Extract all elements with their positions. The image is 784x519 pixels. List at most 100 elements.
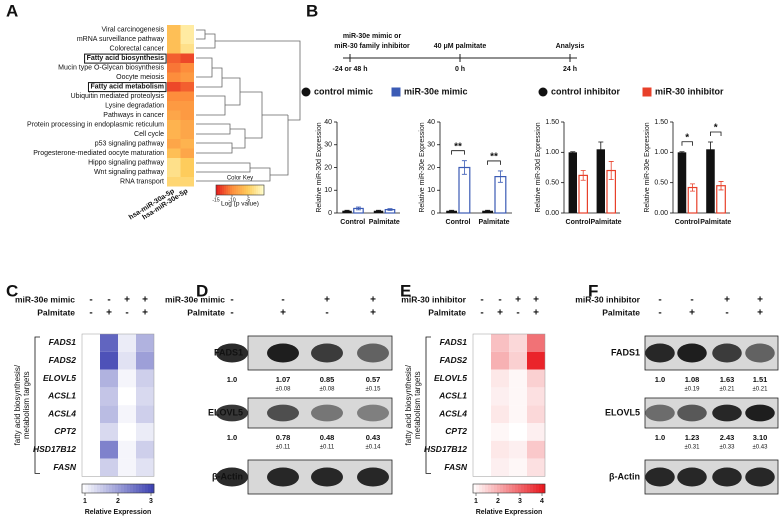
colorbar-tick-label: -5 bbox=[246, 197, 251, 203]
y-tick-label: 30 bbox=[324, 142, 332, 149]
error-bar bbox=[376, 209, 382, 212]
y-tick-label: 10 bbox=[324, 187, 332, 194]
quant-mean: 1.0 bbox=[655, 375, 665, 384]
heatmap-cell bbox=[82, 369, 100, 388]
blot-label: ELOVL5 bbox=[208, 407, 243, 417]
y-tick-label: 40 bbox=[427, 119, 435, 126]
colorbar-frame bbox=[472, 483, 546, 494]
error-bar bbox=[387, 208, 393, 211]
quant-sd: ±0.11 bbox=[276, 445, 291, 451]
significance-bracket bbox=[681, 141, 693, 146]
heatmap-cell bbox=[491, 387, 509, 406]
colorbar-step bbox=[482, 484, 486, 493]
condition-sign: - bbox=[325, 308, 328, 319]
error-bar bbox=[580, 170, 586, 181]
y-tick-label: 1.00 bbox=[545, 149, 559, 156]
row-label: Oocyte meiosis bbox=[116, 74, 164, 81]
panel-letter: F bbox=[588, 281, 598, 300]
panel-letter: E bbox=[400, 281, 411, 300]
colorbar-step bbox=[512, 484, 516, 493]
heatmap-cell bbox=[167, 110, 181, 120]
condition-sign: + bbox=[533, 308, 539, 319]
timeline-time: 0 h bbox=[455, 66, 465, 73]
row-label: mRNA surveillance pathway bbox=[77, 36, 165, 43]
y-axis-label: Relative miR-30e Expression bbox=[419, 122, 426, 212]
bar bbox=[578, 174, 588, 214]
colorbar-step bbox=[485, 484, 489, 493]
colorbar-step bbox=[109, 484, 113, 493]
heatmap-cell bbox=[491, 440, 509, 459]
heatmap-cell bbox=[527, 458, 545, 477]
colorbar-tick-label: 4 bbox=[540, 498, 544, 505]
gene-label: FADS2 bbox=[440, 355, 468, 365]
quant-sd: ±0.15 bbox=[366, 387, 382, 393]
colorbar-step bbox=[148, 484, 152, 493]
colorbar-step bbox=[85, 484, 89, 493]
blot-band bbox=[677, 404, 707, 422]
blot-band bbox=[677, 467, 707, 487]
quant-sd: ±0.21 bbox=[753, 387, 769, 393]
colorbar-tick-label: 2 bbox=[496, 498, 500, 505]
row-label: Mucin type O-Glycan biosynthesis bbox=[58, 65, 164, 72]
blot-band bbox=[645, 467, 675, 487]
bar bbox=[568, 152, 577, 213]
colorbar-step bbox=[220, 185, 223, 195]
error-bar bbox=[707, 141, 713, 157]
condition-sign: + bbox=[280, 308, 286, 319]
heatmap-cell bbox=[509, 405, 527, 423]
gene-label: ACSL1 bbox=[438, 391, 467, 401]
error-bar bbox=[570, 151, 576, 154]
gene-label: FASN bbox=[444, 462, 468, 472]
heatmap-cell bbox=[82, 387, 100, 406]
heatmap-cell bbox=[167, 82, 181, 92]
heatmap-cell bbox=[509, 369, 527, 388]
heatmap-cell bbox=[167, 72, 181, 82]
blot-band bbox=[677, 343, 707, 363]
condition-label: miR-30 inhibitor bbox=[575, 294, 640, 304]
gene-label: ACSL4 bbox=[47, 408, 76, 418]
quant-mean: 1.08 bbox=[685, 375, 700, 384]
quant-mean: 0.85 bbox=[320, 375, 335, 384]
condition-sign: + bbox=[370, 308, 376, 319]
colorbar-step bbox=[133, 484, 137, 493]
heatmap-cell bbox=[118, 423, 136, 441]
quant-mean: 3.10 bbox=[753, 433, 768, 442]
colorbar-step bbox=[476, 484, 480, 493]
y-axis-label: Relative miR-30d Expression bbox=[316, 122, 323, 212]
row-label: Fatty acid biosynthesis bbox=[87, 55, 165, 62]
heatmap-cell bbox=[491, 351, 509, 370]
y-tick-label: 0.50 bbox=[654, 180, 668, 187]
colorbar-step bbox=[515, 484, 519, 493]
heatmap-cell bbox=[527, 387, 545, 406]
condition-sign: - bbox=[89, 308, 92, 319]
gene-label: CPT2 bbox=[54, 426, 76, 436]
heatmap-cell bbox=[100, 440, 118, 459]
timeline-axis bbox=[343, 54, 577, 62]
colorbar-step bbox=[500, 484, 504, 493]
heatmap-cell bbox=[180, 101, 194, 111]
heatmap-cell bbox=[100, 405, 118, 423]
condition-sign: - bbox=[480, 295, 483, 306]
row-label: Hippo signaling pathway bbox=[88, 160, 164, 167]
colorbar-frame bbox=[215, 184, 265, 196]
y-tick-label: 1.50 bbox=[545, 119, 559, 126]
heatmap-cell bbox=[167, 177, 181, 187]
colorbar-step bbox=[256, 185, 259, 195]
colorbar-step bbox=[236, 185, 239, 195]
row-group-bracket bbox=[34, 336, 40, 474]
quant-mean: 1.0 bbox=[227, 433, 237, 442]
colorbar-step bbox=[216, 185, 219, 195]
colorbar-step bbox=[232, 185, 235, 195]
heatmap-cell bbox=[118, 440, 136, 459]
error-bar bbox=[690, 183, 696, 192]
timeline-treatment: miR-30e mimic or bbox=[343, 33, 402, 40]
heatmap-cell bbox=[509, 440, 527, 459]
heatmap-cell bbox=[82, 351, 100, 370]
condition-sign: + bbox=[497, 308, 503, 319]
gene-label: ELOVL5 bbox=[43, 373, 76, 383]
heatmap-cell bbox=[118, 458, 136, 477]
blot-band bbox=[216, 404, 248, 422]
colorbar-step bbox=[473, 484, 477, 493]
row-label: Cell cycle bbox=[134, 131, 164, 138]
significance-label: * bbox=[685, 132, 689, 143]
